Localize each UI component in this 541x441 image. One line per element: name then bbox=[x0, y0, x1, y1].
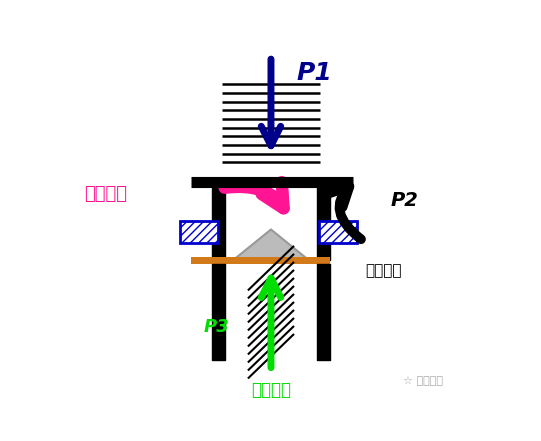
Text: P2: P2 bbox=[391, 191, 418, 210]
Polygon shape bbox=[235, 229, 307, 258]
Text: 弹簧压力: 弹簧压力 bbox=[251, 381, 291, 399]
Text: 热气入口: 热气入口 bbox=[84, 185, 127, 203]
Text: ☆ 制冷百科: ☆ 制冷百科 bbox=[403, 376, 443, 386]
FancyArrowPatch shape bbox=[329, 187, 361, 239]
Bar bbox=[192, 257, 329, 264]
Text: 回气压力: 回气压力 bbox=[365, 263, 402, 278]
Text: P3: P3 bbox=[203, 318, 229, 336]
Bar bbox=[319, 221, 357, 243]
Text: P1: P1 bbox=[296, 61, 332, 86]
FancyArrowPatch shape bbox=[225, 182, 283, 208]
Bar bbox=[180, 221, 217, 243]
